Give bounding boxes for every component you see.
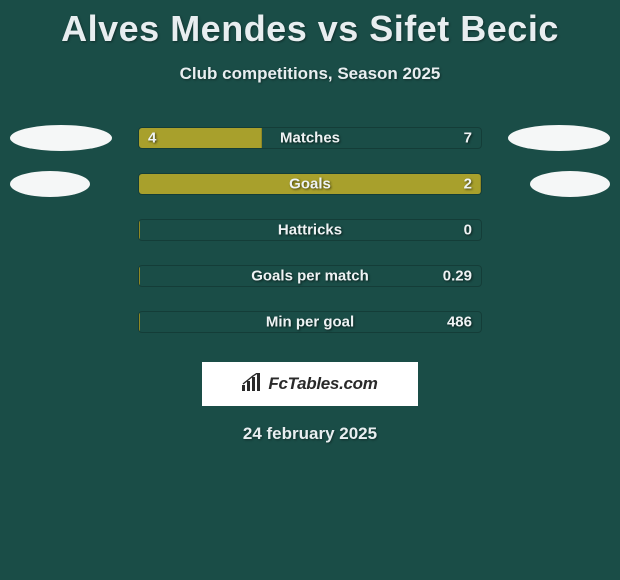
date-text: 24 february 2025 [0, 424, 620, 444]
stat-row: Hattricks 0 [0, 218, 620, 242]
stat-row: 4 Matches 7 [0, 126, 620, 150]
bar-fill-left [139, 128, 262, 148]
right-value: 0.29 [443, 268, 472, 285]
page-title: Alves Mendes vs Sifet Becic [0, 0, 620, 50]
right-value: 0 [464, 222, 472, 239]
stat-label: Matches [280, 130, 340, 147]
right-oval [530, 171, 610, 197]
left-oval [10, 171, 90, 197]
right-oval [508, 125, 610, 151]
right-value: 486 [447, 314, 472, 331]
left-value: 4 [148, 130, 156, 147]
logo-text: FcTables.com [268, 374, 377, 394]
stat-row: Goals 2 [0, 172, 620, 196]
stat-row: Min per goal 486 [0, 310, 620, 334]
bars-icon [242, 373, 264, 396]
right-value: 7 [464, 130, 472, 147]
subtitle: Club competitions, Season 2025 [0, 64, 620, 84]
logo-box: FcTables.com [202, 362, 418, 406]
stat-row: Goals per match 0.29 [0, 264, 620, 288]
stat-label: Goals per match [251, 268, 369, 285]
stat-label: Hattricks [278, 222, 342, 239]
stat-label: Goals [289, 176, 331, 193]
bar-fill-left [139, 312, 140, 332]
stat-label: Min per goal [266, 314, 354, 331]
right-value: 2 [464, 176, 472, 193]
bar-fill-left [139, 220, 140, 240]
left-oval [10, 125, 112, 151]
bar-fill-left [139, 266, 140, 286]
stats-container: 4 Matches 7 Goals 2 Hattricks 0 Goals pe… [0, 126, 620, 334]
